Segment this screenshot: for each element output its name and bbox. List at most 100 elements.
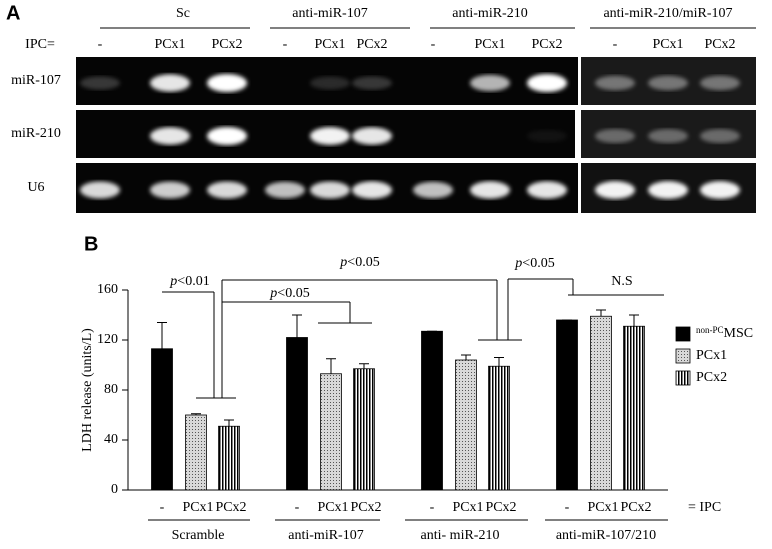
sub-label: PCx2 [485,500,516,515]
bar [286,337,308,491]
error-bar [224,419,234,427]
lane-label: PCx1 [474,37,505,52]
annotation-italic: p [269,286,277,301]
annotation-text: <0.05 [277,286,309,301]
band [595,75,635,91]
annotation-text: <0.05 [347,255,379,270]
sub-label: PCx2 [215,500,246,515]
legend-label: non-PCMSC [696,325,753,341]
annotation: p<0.05 [514,256,554,271]
lane-label: PCx1 [652,37,683,52]
sub-label: - [565,500,570,515]
band [207,181,247,199]
lane-label: - [283,37,288,52]
x-tick-label: anti-miR-107/210 [556,528,656,543]
band [700,128,740,144]
sub-label: - [430,500,435,515]
legend-label: PCx1 [696,348,727,363]
y-axis-label: LDH release (units/L) [80,328,95,452]
panel-label: B [84,233,98,255]
band [207,74,247,92]
group-header: anti-miR-210 [452,6,527,21]
legend-name: PCx2 [696,370,727,385]
band [527,74,567,92]
panel-label: A [6,2,20,24]
annotation-italic: p [339,255,347,270]
bar [623,325,645,491]
error-bar [629,314,639,327]
band [352,76,392,90]
x-tick-label: anti- miR-210 [421,528,500,543]
band [150,74,190,92]
band [700,181,740,199]
band [310,127,350,145]
annotation: p<0.05 [269,286,309,301]
annotation: p<0.01 [169,274,209,289]
sub-label: PCx1 [452,500,483,515]
sub-label: PCx1 [587,500,618,515]
error-bar [494,357,504,367]
y-tick-label: 0 [111,482,118,497]
bar [218,425,240,491]
band [80,181,120,199]
band [648,181,688,199]
band [527,129,567,143]
x-tick-label: anti-miR-107 [288,528,363,543]
bar [590,315,612,491]
row-label: miR-210 [11,126,61,141]
lane-label: - [98,37,103,52]
annotation-italic: p [514,256,522,271]
sub-label: - [295,500,300,515]
band [648,128,688,144]
error-bar [157,322,167,349]
annotation: N.S [611,274,632,289]
band [310,181,350,199]
y-tick-label: 80 [104,382,118,397]
lane-label: PCx2 [704,37,735,52]
lane-label: - [431,37,436,52]
band [700,75,740,91]
ipc-label: IPC= [25,37,55,52]
band [150,181,190,199]
annotation-italic: p [169,274,177,289]
y-tick-label: 40 [104,432,118,447]
legend-name: PCx1 [696,348,727,363]
lane-label: PCx2 [531,37,562,52]
bar [320,373,342,491]
error-bar [596,309,606,317]
row-label: miR-107 [11,73,61,88]
lane-label: PCx1 [154,37,185,52]
band [595,128,635,144]
annotation-text: <0.05 [522,256,554,271]
band [470,74,510,92]
band [352,127,392,145]
row-label: U6 [27,180,44,195]
band [527,181,567,199]
band [595,181,635,199]
legend-swatch [675,348,691,364]
annotation-text: <0.01 [177,274,209,289]
legend-swatch [675,370,691,386]
band [150,127,190,145]
bar [421,330,443,491]
band [80,76,120,90]
legend-label: PCx2 [696,370,727,385]
bar [488,365,510,491]
group-header: anti-miR-107 [292,6,367,21]
bar [455,359,477,491]
error-bar [461,354,471,360]
x-tick-label: Scramble [172,528,225,543]
error-bar [292,314,302,338]
bar [353,368,375,491]
y-tick-label: 160 [97,282,118,297]
y-tick-label: 120 [97,332,118,347]
error-bar [359,363,369,369]
band [648,75,688,91]
band [413,181,453,199]
sub-label: PCx1 [317,500,348,515]
legend-prefix: non-PC [696,325,724,335]
lane-label: - [613,37,618,52]
legend-name: MSC [724,326,754,341]
sub-label: PCx2 [350,500,381,515]
annotation: p<0.05 [339,255,379,270]
